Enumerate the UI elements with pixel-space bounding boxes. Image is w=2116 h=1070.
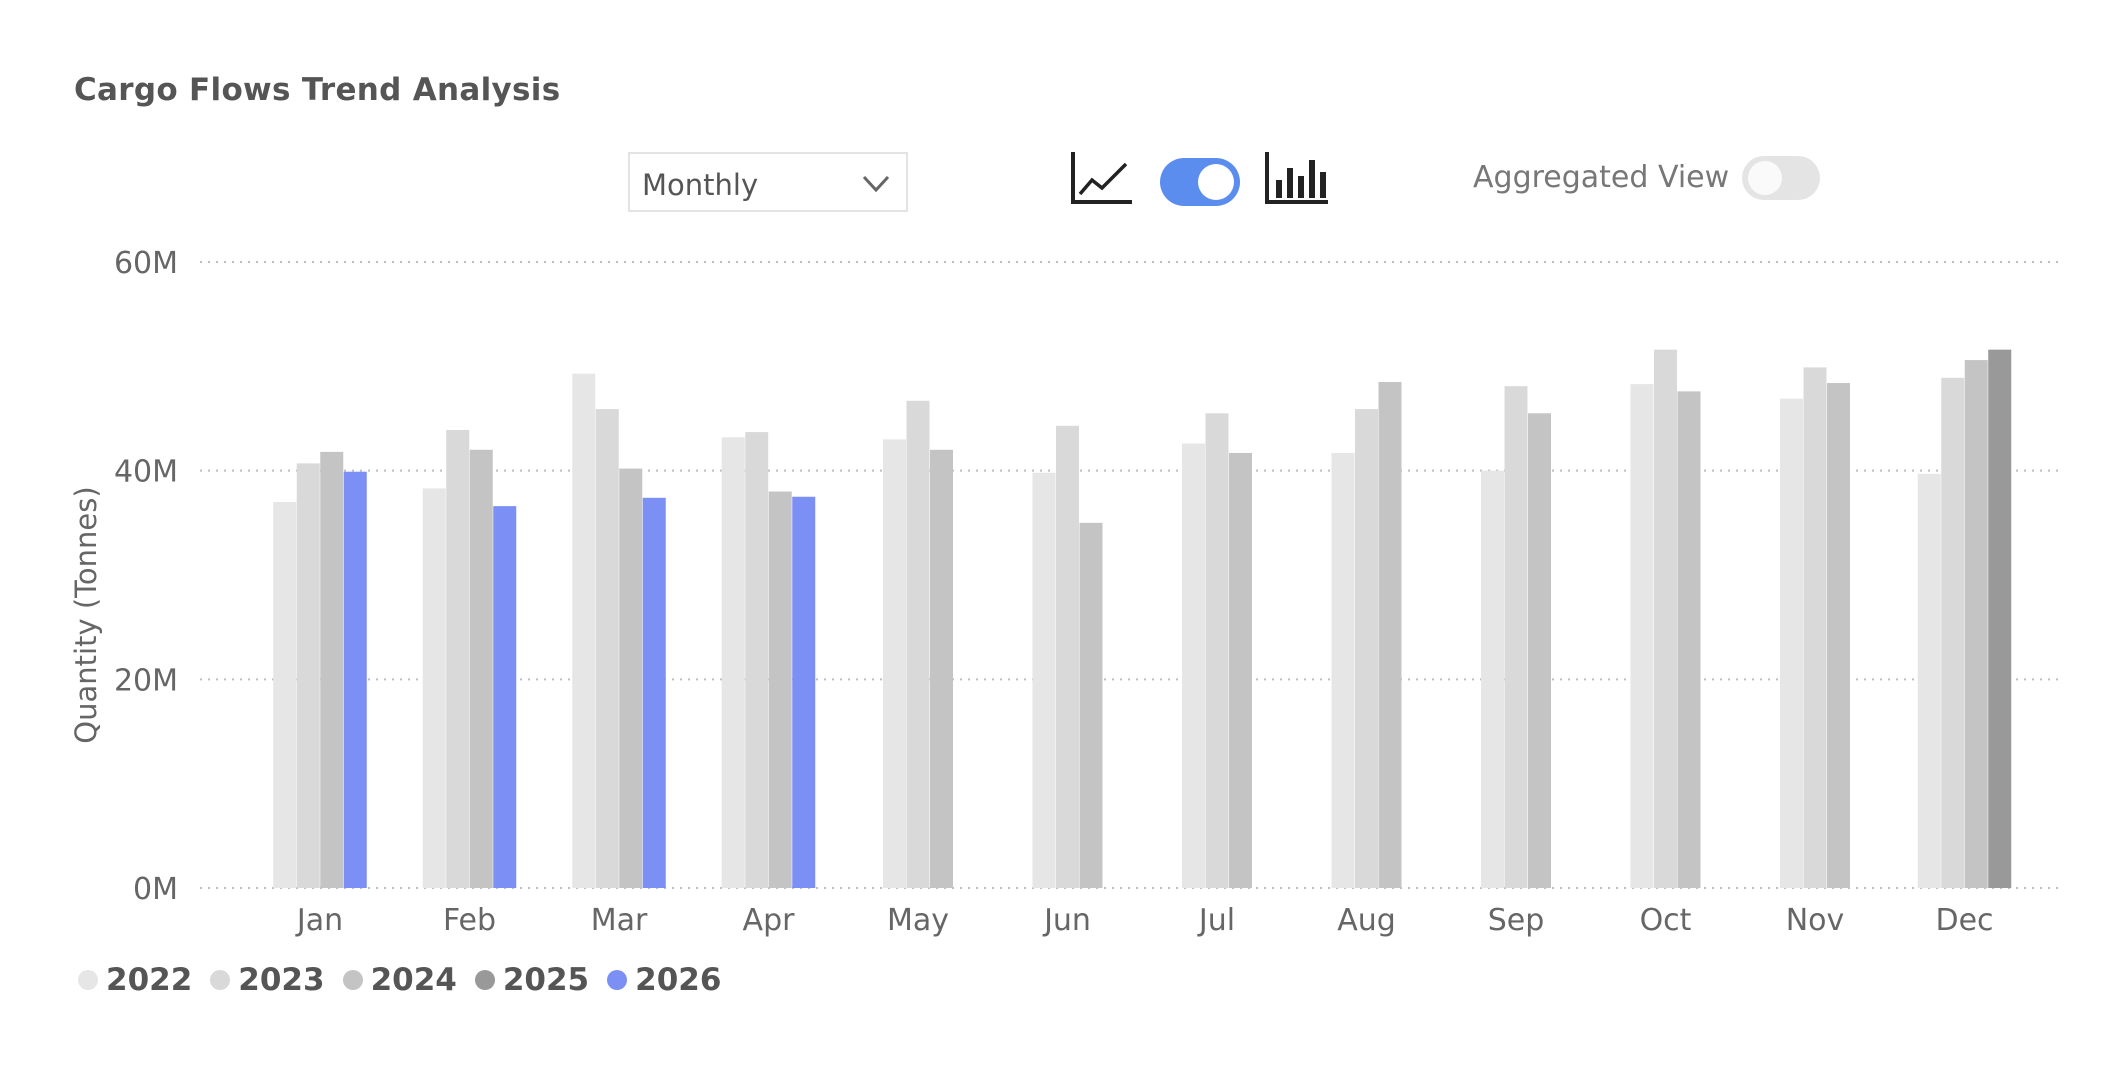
bar-2024-dec	[1964, 360, 1988, 888]
y-tick-label: 0M	[133, 872, 178, 907]
y-tick-label: 60M	[114, 246, 178, 281]
legend-item-2022[interactable]: 2022	[78, 962, 192, 998]
legend-item-2025[interactable]: 2025	[474, 962, 590, 998]
legend-label: 2023	[238, 962, 325, 998]
y-tick-label: 20M	[114, 663, 178, 698]
bar-2023-mar	[595, 409, 619, 888]
line-chart-icon[interactable]	[1070, 150, 1134, 210]
x-tick-label: Jul	[1197, 903, 1235, 938]
bar-2026-jan	[343, 471, 367, 888]
bar-2024-jun	[1079, 522, 1103, 888]
bar-2024-oct	[1677, 391, 1701, 888]
bar-2023-jul	[1205, 413, 1229, 888]
bar-2022-jul	[1182, 443, 1205, 888]
aggregated-view-toggle[interactable]	[1742, 156, 1820, 200]
bar-2024-jul	[1229, 452, 1252, 888]
bar-2022-dec	[1917, 473, 1941, 888]
x-tick-label: Feb	[443, 903, 496, 938]
bar-2023-aug	[1355, 409, 1378, 888]
y-axis-label: Quantity (Tonnes)	[69, 486, 103, 743]
bar-2023-may	[906, 400, 930, 888]
period-dropdown-value: Monthly	[642, 168, 759, 202]
toggle-knob	[1198, 164, 1234, 200]
legend-dot-icon	[607, 970, 628, 990]
bar-2024-may	[930, 449, 953, 888]
bar-2022-sep	[1481, 470, 1504, 888]
bar-2026-feb	[493, 506, 517, 888]
bar-2023-sep	[1504, 386, 1528, 888]
legend-dot-icon	[342, 970, 363, 990]
bar-2023-jan	[296, 463, 320, 888]
bar-2024-feb	[469, 449, 493, 888]
bar-2024-aug	[1378, 381, 1402, 888]
bar-2022-aug	[1331, 452, 1355, 888]
bar-2026-apr	[792, 496, 816, 888]
bar-chart-icon[interactable]	[1264, 150, 1330, 210]
legend-dot-icon	[474, 970, 495, 990]
bar-2023-oct	[1654, 349, 1677, 888]
legend-item-2023[interactable]: 2023	[210, 962, 325, 998]
bar-2023-feb	[446, 429, 470, 888]
x-tick-label: Nov	[1786, 903, 1845, 938]
bar-2022-mar	[572, 373, 596, 888]
bar-2022-feb	[422, 488, 446, 888]
bar-2026-mar	[642, 497, 666, 888]
chart-type-toggle[interactable]	[1160, 158, 1240, 206]
aggregated-view-label: Aggregated View	[1473, 160, 1730, 195]
bar-2024-apr	[768, 491, 792, 888]
x-tick-label: Aug	[1337, 903, 1396, 938]
y-tick-label: 40M	[114, 455, 178, 490]
bar-2024-sep	[1528, 413, 1551, 888]
legend-label: 2022	[106, 962, 193, 998]
legend-label: 2024	[370, 962, 457, 998]
bar-2022-jan	[273, 501, 297, 888]
chart-legend: 2022 2023 2024 2025 2026	[78, 962, 739, 998]
bar-2022-oct	[1630, 384, 1654, 888]
bar-2023-dec	[1941, 377, 1965, 888]
bar-2024-nov	[1827, 383, 1850, 888]
bar-2022-apr	[721, 437, 745, 888]
bar-2022-nov	[1780, 398, 1803, 888]
bar-2023-apr	[745, 432, 769, 888]
bar-2022-may	[883, 439, 906, 888]
bar-2025-dec	[1988, 349, 2012, 888]
bar-2022-jun	[1032, 472, 1056, 888]
legend-label: 2025	[502, 962, 590, 998]
x-tick-label: Mar	[591, 903, 648, 938]
chevron-down-icon	[856, 164, 896, 208]
x-tick-label: Dec	[1935, 903, 1993, 938]
x-tick-label: Apr	[743, 903, 796, 938]
legend-dot-icon	[210, 970, 231, 990]
legend-item-2026[interactable]: 2026	[607, 962, 721, 998]
period-dropdown[interactable]: Monthly	[628, 152, 908, 212]
x-tick-label: Sep	[1488, 903, 1545, 938]
x-tick-label: Oct	[1640, 903, 1692, 938]
legend-item-2024[interactable]: 2024	[342, 962, 457, 998]
bar-2024-jan	[320, 451, 344, 888]
chart-title: Cargo Flows Trend Analysis	[74, 72, 561, 108]
x-tick-label: Jan	[295, 903, 343, 938]
bar-2024-mar	[619, 468, 643, 888]
x-tick-label: Jun	[1042, 903, 1091, 938]
x-tick-label: May	[887, 903, 949, 938]
bar-2023-jun	[1056, 425, 1079, 888]
legend-dot-icon	[78, 970, 98, 990]
legend-label: 2026	[635, 962, 722, 998]
bar-2023-nov	[1803, 367, 1827, 888]
toggle-knob	[1748, 161, 1782, 195]
